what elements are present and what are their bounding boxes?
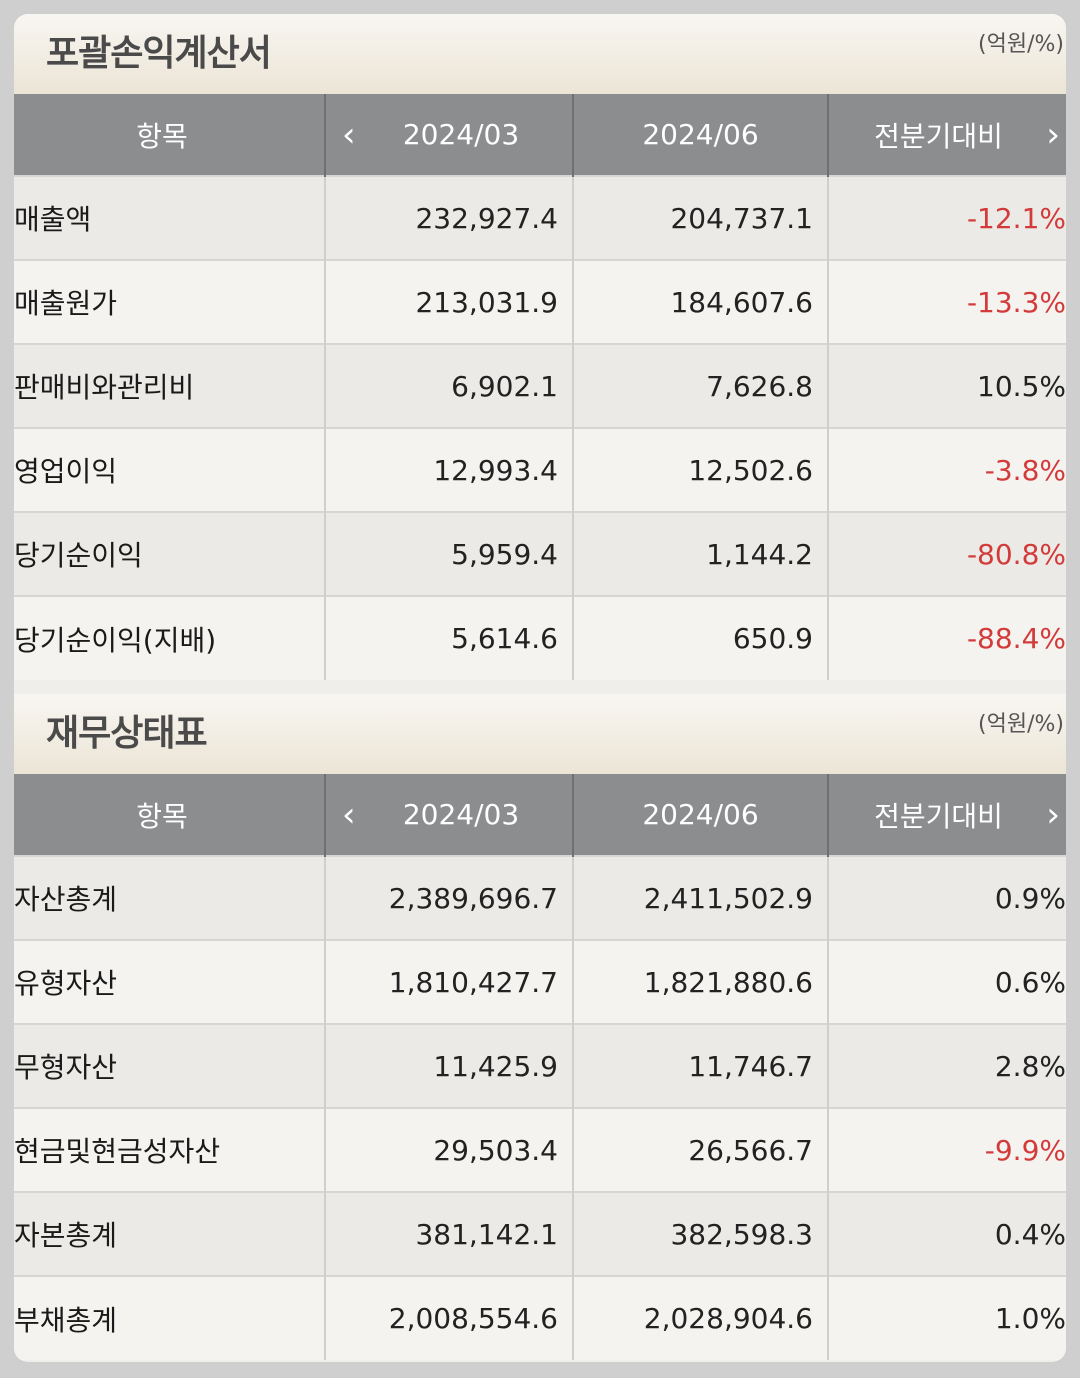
chevron-left-icon[interactable]: ‹ <box>342 794 356 835</box>
value-period-2: 650.9 <box>573 595 829 680</box>
change-percent: 2.8% <box>828 1023 1066 1108</box>
section-title: 재무상태표 <box>46 713 208 754</box>
table-row: 자산총계 2,389,696.7 2,411,502.9 0.9% <box>14 855 1066 940</box>
change-percent: -9.9% <box>828 1107 1066 1192</box>
section-title: 포괄손익계산서 <box>46 33 272 74</box>
row-label: 부채총계 <box>14 1275 326 1360</box>
row-label: 판매비와관리비 <box>14 343 326 428</box>
change-percent: 1.0% <box>828 1275 1066 1360</box>
financial-summary-panel: 포괄손익계산서 (억원/%) 항목 ‹ 2024/03 2024/06 전분기대… <box>14 14 1066 1362</box>
change-percent: -88.4% <box>828 595 1066 680</box>
table-row: 영업이익 12,993.4 12,502.6 -3.8% <box>14 427 1066 512</box>
value-period-2: 26,566.7 <box>573 1107 829 1192</box>
column-header-change: 전분기대비 › <box>828 774 1066 856</box>
row-label: 무형자산 <box>14 1023 326 1108</box>
row-label: 자본총계 <box>14 1191 326 1276</box>
column-header-period-1: ‹ 2024/03 <box>325 774 574 856</box>
table-row: 당기순이익 5,959.4 1,144.2 -80.8% <box>14 511 1066 596</box>
change-percent: 0.6% <box>828 939 1066 1024</box>
row-label: 당기순이익(지배) <box>14 595 326 680</box>
table-header-row: 항목 ‹ 2024/03 2024/06 전분기대비 › <box>14 94 1066 176</box>
column-header-change: 전분기대비 › <box>828 94 1066 176</box>
column-header-period-2: 2024/06 <box>573 774 829 856</box>
value-period-2: 11,746.7 <box>573 1023 829 1108</box>
value-period-2: 382,598.3 <box>573 1191 829 1276</box>
table-row: 판매비와관리비 6,902.1 7,626.8 10.5% <box>14 343 1066 428</box>
value-period-2: 184,607.6 <box>573 259 829 344</box>
income-statement-table: 항목 ‹ 2024/03 2024/06 전분기대비 › 매출액 232,927.… <box>14 94 1066 680</box>
table-header-row: 항목 ‹ 2024/03 2024/06 전분기대비 › <box>14 774 1066 856</box>
change-percent: 0.9% <box>828 855 1066 940</box>
row-label: 자산총계 <box>14 855 326 940</box>
table-row: 유형자산 1,810,427.7 1,821,880.6 0.6% <box>14 939 1066 1024</box>
value-period-2: 7,626.8 <box>573 343 829 428</box>
row-label: 당기순이익 <box>14 511 326 596</box>
value-period-2: 1,821,880.6 <box>573 939 829 1024</box>
table-row: 당기순이익(지배) 5,614.6 650.9 -88.4% <box>14 595 1066 680</box>
change-percent: -3.8% <box>828 427 1066 512</box>
change-percent: -12.1% <box>828 175 1066 260</box>
balance-sheet-header: 재무상태표 (억원/%) <box>14 694 1066 774</box>
row-label: 현금및현금성자산 <box>14 1107 326 1192</box>
balance-sheet-section: 재무상태표 (억원/%) 항목 ‹ 2024/03 2024/06 전분기대비 … <box>14 694 1066 1360</box>
income-statement-section: 포괄손익계산서 (억원/%) 항목 ‹ 2024/03 2024/06 전분기대… <box>14 14 1066 680</box>
change-percent: 0.4% <box>828 1191 1066 1276</box>
change-percent: -13.3% <box>828 259 1066 344</box>
value-period-1: 1,810,427.7 <box>325 939 574 1024</box>
value-period-2: 204,737.1 <box>573 175 829 260</box>
column-header-item: 항목 <box>14 774 326 856</box>
table-row: 부채총계 2,008,554.6 2,028,904.6 1.0% <box>14 1275 1066 1360</box>
table-row: 자본총계 381,142.1 382,598.3 0.4% <box>14 1191 1066 1276</box>
value-period-1: 6,902.1 <box>325 343 574 428</box>
chevron-left-icon[interactable]: ‹ <box>342 114 356 155</box>
table-row: 현금및현금성자산 29,503.4 26,566.7 -9.9% <box>14 1107 1066 1192</box>
income-statement-header: 포괄손익계산서 (억원/%) <box>14 14 1066 94</box>
value-period-2: 1,144.2 <box>573 511 829 596</box>
value-period-1: 11,425.9 <box>325 1023 574 1108</box>
row-label: 매출원가 <box>14 259 326 344</box>
value-period-2: 2,411,502.9 <box>573 855 829 940</box>
value-period-1: 12,993.4 <box>325 427 574 512</box>
value-period-2: 12,502.6 <box>573 427 829 512</box>
value-period-1: 213,031.9 <box>325 259 574 344</box>
chevron-right-icon[interactable]: › <box>1046 794 1060 835</box>
change-percent: 10.5% <box>828 343 1066 428</box>
value-period-1: 2,008,554.6 <box>325 1275 574 1360</box>
row-label: 영업이익 <box>14 427 326 512</box>
unit-label: (억원/%) <box>978 712 1064 737</box>
chevron-right-icon[interactable]: › <box>1046 114 1060 155</box>
row-label: 매출액 <box>14 175 326 260</box>
table-row: 무형자산 11,425.9 11,746.7 2.8% <box>14 1023 1066 1108</box>
row-label: 유형자산 <box>14 939 326 1024</box>
value-period-1: 5,959.4 <box>325 511 574 596</box>
unit-label: (억원/%) <box>978 32 1064 57</box>
table-row: 매출원가 213,031.9 184,607.6 -13.3% <box>14 259 1066 344</box>
table-row: 매출액 232,927.4 204,737.1 -12.1% <box>14 175 1066 260</box>
balance-sheet-table: 항목 ‹ 2024/03 2024/06 전분기대비 › 자산총계 2,389,6… <box>14 774 1066 1360</box>
value-period-1: 5,614.6 <box>325 595 574 680</box>
column-header-period-1: ‹ 2024/03 <box>325 94 574 176</box>
value-period-2: 2,028,904.6 <box>573 1275 829 1360</box>
value-period-1: 232,927.4 <box>325 175 574 260</box>
column-header-period-2: 2024/06 <box>573 94 829 176</box>
value-period-1: 2,389,696.7 <box>325 855 574 940</box>
value-period-1: 381,142.1 <box>325 1191 574 1276</box>
column-header-item: 항목 <box>14 94 326 176</box>
change-percent: -80.8% <box>828 511 1066 596</box>
value-period-1: 29,503.4 <box>325 1107 574 1192</box>
